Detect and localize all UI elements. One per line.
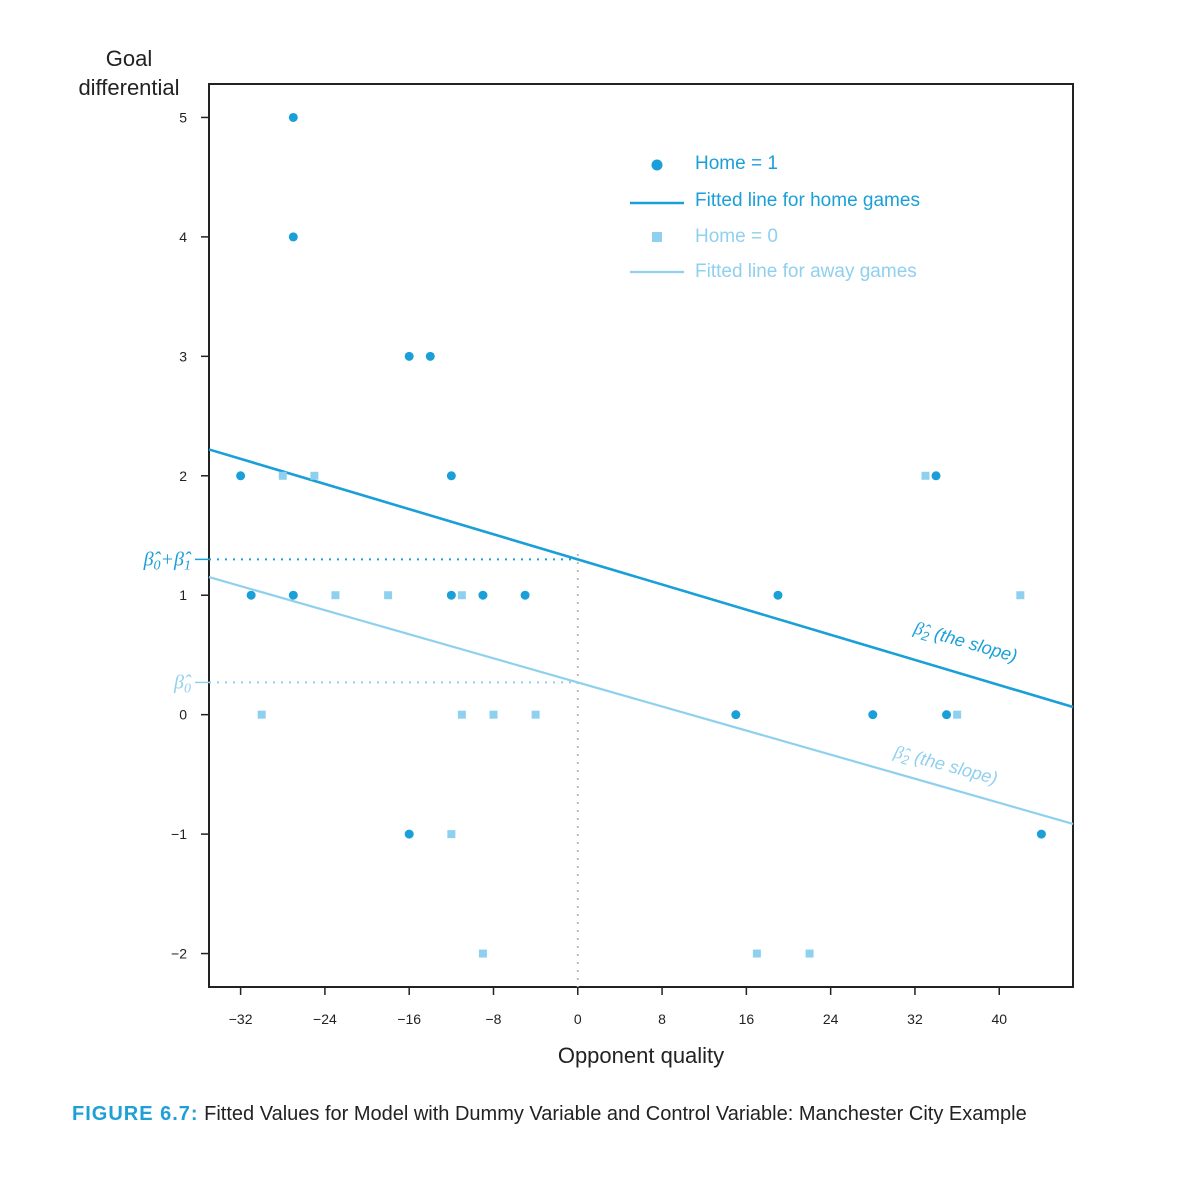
y-tick-label: −1 (171, 826, 187, 842)
y-axis-label-line: differential (78, 75, 179, 100)
y-tick-label: 1 (179, 587, 187, 603)
home-point (773, 590, 783, 600)
y-tick-label: 4 (179, 229, 187, 245)
legend-home-marker (651, 159, 663, 171)
home-point (942, 710, 952, 720)
y-axis-label: Goal differential (78, 46, 179, 100)
home-point (731, 710, 741, 720)
x-tick-label: 32 (907, 1011, 923, 1027)
home-point (425, 351, 435, 361)
x-axis-label: Opponent quality (558, 1043, 724, 1068)
away-point (953, 710, 962, 719)
legend-away-marker (652, 232, 662, 242)
home-point (236, 471, 246, 481)
x-tick-label: −24 (313, 1011, 337, 1027)
x-tick-label: 16 (739, 1011, 755, 1027)
intercept-label-term: 0 (154, 558, 161, 573)
x-tick-label: −32 (229, 1011, 253, 1027)
home-point (868, 710, 878, 720)
home-point (288, 590, 298, 600)
legend-home-fit-label: Fitted line for home games (695, 190, 920, 211)
away-point (457, 710, 466, 719)
y-tick-label: 5 (179, 109, 187, 125)
x-tick-label: −16 (397, 1011, 421, 1027)
home-fitted-line (208, 448, 1074, 709)
home-point (288, 112, 298, 122)
x-tick-label: −8 (486, 1011, 502, 1027)
figure-caption: FIGURE 6.7: Fitted Values for Model with… (72, 1098, 1112, 1130)
home-point (446, 590, 456, 600)
away-point (257, 710, 266, 719)
legend: Home = 1 Fitted line for home games Home =… (630, 153, 920, 282)
reference-lines: β̂0+β̂1 β̂0 (143, 548, 579, 987)
away-point (278, 471, 287, 480)
away-point (478, 949, 487, 958)
away-fitted-line (208, 576, 1074, 825)
away-point (752, 949, 761, 958)
fitted-lines (208, 448, 1074, 825)
home-point (246, 590, 256, 600)
legend-away-fit-label: Fitted line for away games (695, 261, 917, 282)
y-tick-label: −2 (171, 946, 187, 962)
intercept-label-term: + (161, 548, 175, 570)
away-point (921, 471, 930, 480)
intercept-label-term: 1 (184, 558, 191, 573)
home-point (404, 351, 414, 361)
away-point (531, 710, 540, 719)
slope-text: (the slope) (908, 746, 1000, 789)
intercept-label: β̂0 (173, 671, 192, 696)
away-point (457, 591, 466, 600)
away-point (805, 949, 814, 958)
intercept-label: β̂0+β̂1 (143, 548, 192, 573)
away-point (489, 710, 498, 719)
x-tick-label: 8 (658, 1011, 666, 1027)
away-point (310, 471, 319, 480)
data-points (236, 112, 1046, 958)
away-point (447, 830, 456, 839)
slope-text: (the slope) (927, 622, 1019, 666)
intercept-label-term: 0 (184, 681, 191, 696)
figure-label: FIGURE 6.7: (72, 1103, 199, 1125)
y-axis-label-line: Goal (106, 46, 152, 71)
y-tick-label: 3 (179, 348, 187, 364)
home-point (931, 471, 941, 481)
x-tick-label: 24 (823, 1011, 839, 1027)
slope-annotations: β̂2 (the slope) β̂2 (the slope) (890, 617, 1020, 791)
legend-home-label: Home = 1 (695, 153, 778, 174)
x-tick-label: 0 (574, 1011, 582, 1027)
legend-away-label: Home = 0 (695, 226, 778, 247)
slope-annotation: β̂2 (the slope) (910, 617, 1019, 669)
y-tick-label: 0 (179, 707, 187, 723)
home-point (404, 829, 414, 839)
x-tick-label: 40 (991, 1011, 1007, 1027)
away-point (1016, 591, 1025, 600)
away-point (384, 591, 393, 600)
slope-annotation: β̂2 (the slope) (890, 741, 1000, 791)
caption-text: Fitted Values for Model with Dummy Varia… (204, 1103, 1027, 1125)
home-point (478, 590, 488, 600)
y-tick-label: 2 (179, 468, 187, 484)
home-point (1036, 829, 1046, 839)
away-point (331, 591, 340, 600)
plot-frame (208, 83, 1074, 988)
home-point (520, 590, 530, 600)
home-point (288, 232, 298, 242)
home-point (446, 471, 456, 481)
